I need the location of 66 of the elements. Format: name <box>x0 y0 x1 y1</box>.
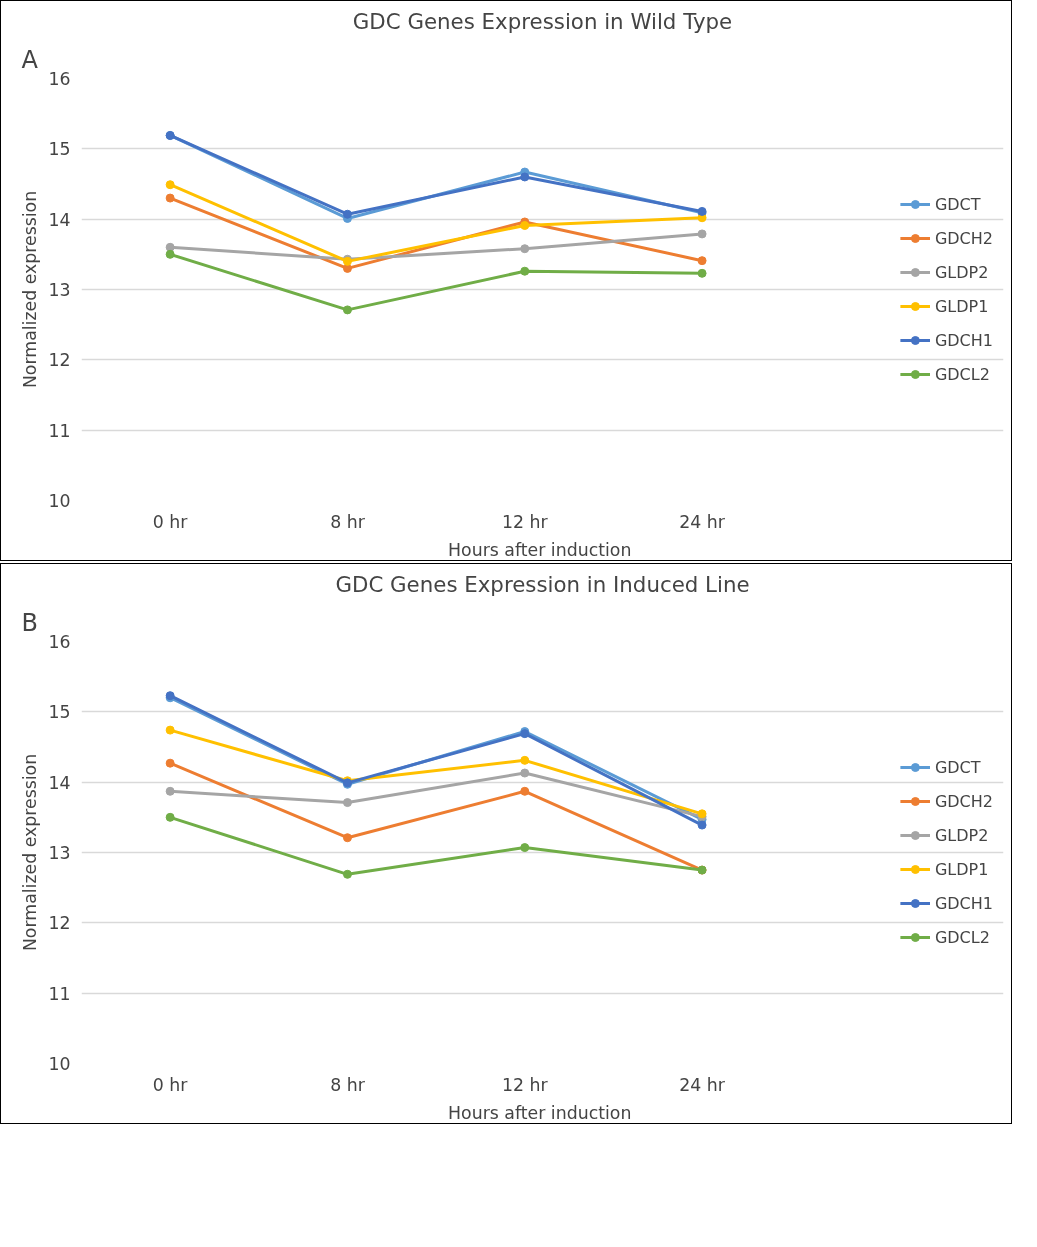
legend-label: GDCH2 <box>934 228 993 248</box>
point <box>520 266 530 276</box>
y-axis-title: Normalized expression <box>20 190 41 389</box>
y-tick-label: 16 <box>48 632 71 652</box>
legend-label: GDCT <box>934 757 981 777</box>
point <box>165 812 175 822</box>
legend-label: GDCH1 <box>934 330 993 350</box>
legend-label: GLDP2 <box>934 262 989 282</box>
legend-label: GDCT <box>934 194 981 214</box>
point <box>520 768 530 778</box>
x-tick-label: 8 hr <box>330 511 366 532</box>
legend-label: GDCL2 <box>934 364 990 384</box>
y-tick-label: 14 <box>48 209 71 230</box>
point <box>520 755 530 765</box>
legend-label: GDCH2 <box>934 791 993 811</box>
point <box>165 758 175 768</box>
y-tick-label: 13 <box>48 843 71 863</box>
x-tick-label: 12 hr <box>501 1074 549 1095</box>
point <box>165 180 175 190</box>
point <box>520 221 530 230</box>
legend-label: GLDP1 <box>934 296 989 316</box>
x-tick-label: 12 hr <box>501 511 549 532</box>
point <box>697 820 707 830</box>
point <box>520 172 530 182</box>
x-tick-label: 24 hr <box>679 511 726 532</box>
x-tick-label: 0 hr <box>152 511 189 532</box>
point <box>165 725 175 735</box>
point <box>342 798 352 808</box>
y-tick-label: 10 <box>48 1054 71 1074</box>
point <box>520 843 530 853</box>
point <box>697 268 707 278</box>
legend-label: GLDP2 <box>934 825 989 845</box>
y-tick-label: 15 <box>48 139 71 160</box>
point <box>697 229 707 239</box>
y-tick-label: 12 <box>48 913 71 934</box>
text: A <box>21 45 39 74</box>
point <box>342 305 352 315</box>
legend-label: GLDP1 <box>934 859 989 879</box>
x-tick-label: 8 hr <box>330 1074 366 1095</box>
point <box>165 193 175 203</box>
point <box>342 209 352 219</box>
legend-label: GDCL2 <box>934 927 990 947</box>
x-axis-title: Hours after induction <box>448 539 632 560</box>
point <box>165 786 175 796</box>
y-tick-label: 12 <box>48 350 71 371</box>
y-axis-title: Normalized expression <box>20 753 41 952</box>
point <box>520 244 530 254</box>
chart-title: GDC Genes Expression in Induced Line <box>335 571 750 597</box>
y-tick-label: 10 <box>48 491 71 511</box>
x-axis-title: Hours after induction <box>448 1102 632 1123</box>
y-tick-label: 11 <box>48 983 71 1004</box>
y-tick-label: 15 <box>48 702 71 723</box>
y-tick-label: 13 <box>48 280 71 300</box>
x-tick-label: 24 hr <box>679 1074 726 1095</box>
x-tick-label: 0 hr <box>152 1074 189 1095</box>
point <box>342 869 352 879</box>
point <box>697 256 707 266</box>
y-tick-label: 14 <box>48 772 71 793</box>
y-tick-label: 11 <box>48 420 71 441</box>
text: B <box>21 608 38 637</box>
y-tick-label: 16 <box>48 69 71 89</box>
point <box>342 833 352 843</box>
chart-title: GDC Genes Expression in Wild Type <box>352 8 733 34</box>
point <box>520 786 530 796</box>
legend-label: GDCH1 <box>934 893 993 913</box>
point <box>165 249 175 259</box>
